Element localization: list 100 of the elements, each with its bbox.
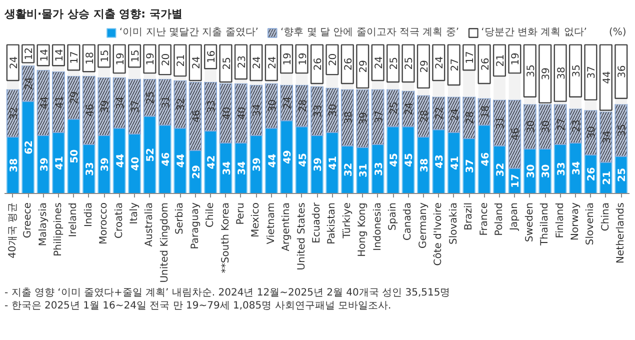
- data-label: 37: [586, 66, 598, 79]
- data-label: 42: [206, 155, 218, 170]
- data-label: 46: [160, 152, 172, 166]
- data-label: 36: [617, 65, 628, 78]
- data-label: 39: [100, 100, 112, 113]
- data-label: 20: [328, 53, 340, 66]
- legend-label: ‘향후 몇 달 안에 줄이고자 적극 계획 중’: [280, 26, 460, 39]
- data-label: 37: [130, 100, 142, 113]
- data-label: 39: [100, 158, 112, 172]
- data-label: 20: [160, 53, 172, 66]
- legend-label: ‘당분간 변화 계획 없다’: [481, 26, 587, 39]
- data-label: 43: [434, 154, 446, 168]
- x-tick-label: Canada: [402, 202, 414, 241]
- data-label: 41: [54, 96, 66, 108]
- data-label: 44: [267, 154, 278, 168]
- data-label: 31: [358, 163, 370, 178]
- data-label: 15: [100, 50, 112, 62]
- x-tick-label: Slovakia: [448, 202, 460, 244]
- legend-title: (%): [609, 26, 628, 38]
- data-label: 45: [298, 153, 309, 168]
- data-label: 31: [495, 116, 506, 130]
- data-label: 25: [617, 168, 628, 182]
- data-label: 18: [480, 105, 492, 118]
- x-tick-label: Türkiye: [342, 202, 353, 240]
- data-label: 28: [465, 111, 476, 124]
- data-label: 18: [84, 52, 96, 65]
- data-label: 28: [419, 110, 430, 123]
- data-label: 15: [130, 50, 142, 62]
- x-tick-label: Croatia: [114, 202, 125, 238]
- x-tick-label: Poland: [494, 202, 505, 236]
- data-label: 41: [328, 156, 340, 170]
- data-label: 28: [298, 99, 309, 112]
- data-label: 44: [115, 154, 126, 168]
- x-tick-label: Ecuador: [312, 202, 322, 244]
- data-label: 38: [419, 158, 430, 172]
- x-tick-label: Greece: [22, 202, 34, 238]
- data-label: 33: [206, 100, 218, 113]
- data-label: 24: [450, 108, 461, 122]
- data-label: 16: [206, 50, 218, 64]
- data-label: 62: [24, 140, 36, 154]
- x-tick-label: Pakistan: [326, 202, 338, 244]
- x-tick-label: Sweden: [524, 202, 536, 242]
- data-label: 19: [146, 52, 157, 66]
- data-label: 21: [176, 54, 188, 67]
- data-label: 30: [541, 120, 552, 133]
- data-label: 39: [541, 67, 552, 80]
- data-label: 23: [236, 56, 248, 68]
- data-label: 14: [39, 48, 50, 62]
- data-label: 26: [343, 58, 354, 71]
- data-label: 46: [480, 152, 492, 166]
- data-label: 25: [389, 102, 400, 114]
- data-label: 33: [556, 162, 568, 176]
- data-label: 24: [282, 96, 294, 110]
- data-label: 50: [70, 149, 81, 164]
- data-label: 35: [526, 64, 537, 78]
- data-label: 29: [358, 60, 370, 73]
- data-label: 17: [465, 51, 476, 64]
- x-tick-label: Malaysia: [38, 202, 49, 246]
- x-tick-label: Paraguay: [190, 202, 201, 250]
- text: - 한국은 2025년 1월 16~24일 전국 만 19~79세 1,085명 사회연구패널 모바일조사.: [4, 300, 392, 312]
- data-label: 24: [252, 56, 264, 70]
- data-label: 34: [222, 161, 233, 176]
- data-label: 29: [70, 91, 81, 104]
- data-label: 39: [39, 158, 50, 172]
- data-label: 24: [8, 56, 20, 70]
- data-label: 34: [252, 104, 264, 117]
- data-label: 52: [146, 148, 157, 162]
- data-label: 23: [572, 119, 583, 132]
- data-label: 19: [282, 52, 294, 66]
- data-label: 38: [556, 66, 568, 80]
- data-label: 19: [115, 52, 126, 66]
- x-tick-label: United States: [296, 202, 308, 270]
- x-tick-label: **South Korea: [220, 202, 232, 274]
- x-tick-label: India: [83, 202, 94, 228]
- data-label: 31: [160, 96, 172, 108]
- data-label: 24: [404, 102, 416, 116]
- data-label: 34: [236, 161, 248, 176]
- data-label: 24: [267, 56, 278, 70]
- data-label: 35: [617, 124, 628, 137]
- x-tick-label: United Kingdom: [159, 202, 170, 283]
- x-tick-label: Hong Kong: [357, 202, 368, 257]
- data-label: 49: [282, 150, 294, 164]
- data-label: 34: [115, 96, 126, 110]
- data-label: 45: [404, 153, 416, 168]
- data-label: 27: [450, 58, 461, 72]
- data-label: 17: [510, 174, 522, 188]
- x-tick-label: Côte d'Ivoire: [433, 202, 444, 266]
- x-tick-label: Netherlands: [616, 202, 627, 264]
- data-label: 39: [252, 158, 264, 172]
- x-tick-label: Indonesia: [372, 202, 384, 251]
- x-tick-label: Ireland: [68, 202, 80, 238]
- data-label: 46: [191, 110, 202, 123]
- data-label: 30: [328, 104, 340, 117]
- data-label: 39: [313, 158, 324, 172]
- data-label: 30: [541, 164, 552, 178]
- data-label: 38: [8, 158, 20, 172]
- data-label: 41: [54, 156, 66, 170]
- data-label: 32: [495, 162, 506, 177]
- data-label: 40: [222, 106, 233, 120]
- x-tick-label: Vietnam: [266, 202, 277, 244]
